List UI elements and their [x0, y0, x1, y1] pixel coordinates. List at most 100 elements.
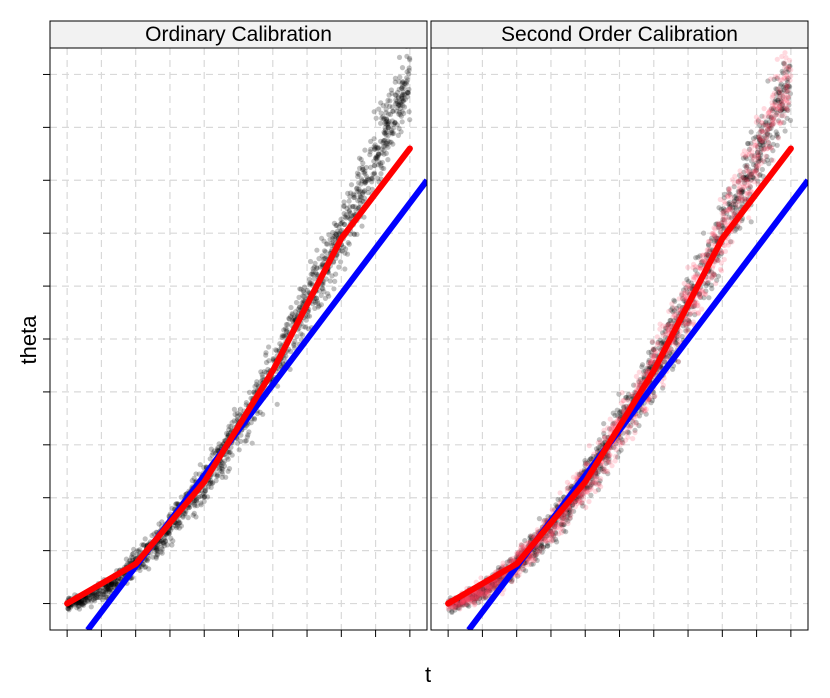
data-point [701, 230, 707, 236]
data-point [747, 172, 754, 178]
data-point [260, 374, 266, 380]
data-point [325, 291, 331, 297]
data-point [739, 189, 746, 195]
data-point [372, 162, 378, 169]
data-point [729, 203, 735, 209]
data-point [712, 238, 718, 244]
data-point [277, 341, 283, 347]
data-point [766, 144, 772, 150]
data-point [493, 579, 499, 585]
data-point [390, 141, 396, 147]
data-point [731, 184, 737, 190]
data-point [611, 420, 617, 426]
data-point [251, 415, 257, 421]
data-point [244, 434, 250, 440]
data-point [669, 305, 676, 311]
data-point [649, 397, 655, 403]
data-point [401, 92, 407, 98]
data-point [576, 495, 582, 501]
data-point [104, 584, 110, 590]
data-point [676, 333, 682, 339]
data-point [108, 581, 114, 587]
data-point [494, 579, 500, 585]
data-point [676, 339, 683, 345]
data-point [764, 131, 770, 137]
data-point [334, 222, 340, 228]
data-point [606, 456, 612, 462]
data-point [382, 142, 388, 148]
data-point [551, 524, 558, 530]
data-point [784, 66, 790, 72]
data-point [354, 189, 360, 195]
data-point [389, 104, 395, 110]
data-point [625, 398, 631, 404]
data-point [625, 391, 632, 398]
data-point [387, 98, 393, 104]
data-point [94, 594, 100, 600]
data-point [540, 545, 547, 551]
data-point [461, 599, 467, 605]
grid [431, 48, 808, 630]
data-point [68, 604, 74, 610]
data-point [786, 67, 792, 73]
data-point [279, 334, 285, 340]
data-point [731, 194, 738, 200]
data-point [103, 589, 109, 595]
data-point [456, 602, 462, 608]
data-point [641, 369, 647, 375]
data-point [96, 590, 102, 596]
data-point [248, 420, 254, 426]
data-point [249, 440, 255, 446]
data-point [586, 498, 592, 505]
data-point [783, 88, 789, 95]
data-point [660, 339, 666, 345]
data-point [336, 264, 342, 270]
data-point [472, 593, 478, 599]
data-point [375, 153, 381, 159]
data-point [314, 295, 320, 301]
data-point [288, 304, 294, 311]
data-point [742, 196, 748, 202]
data-point [559, 520, 566, 526]
data-point [314, 265, 320, 271]
data-point [137, 567, 143, 574]
data-point [100, 589, 106, 595]
data-point [458, 599, 464, 605]
data-point [697, 294, 703, 300]
data-point [733, 201, 739, 207]
data-point [779, 106, 785, 112]
data-point [315, 300, 321, 306]
data-point [368, 176, 374, 182]
data-point [372, 146, 378, 152]
data-point [520, 567, 527, 573]
data-point [633, 419, 639, 426]
data-point [683, 322, 689, 328]
data-point [705, 277, 712, 283]
data-point [115, 578, 121, 584]
data-point [159, 546, 165, 552]
data-point [123, 556, 129, 562]
data-point [766, 122, 772, 128]
data-point [755, 149, 761, 155]
data-point [193, 496, 200, 502]
data-point [227, 449, 233, 455]
data-point [787, 117, 794, 123]
data-point [530, 561, 536, 567]
data-point [774, 56, 780, 62]
data-point [714, 235, 720, 241]
data-point [209, 481, 215, 487]
data-point [784, 106, 790, 112]
data-point [201, 464, 207, 471]
data-point [758, 152, 764, 158]
data-point [618, 439, 624, 446]
data-point [592, 488, 599, 494]
data-point [480, 590, 486, 596]
data-point [404, 75, 410, 81]
data-point [749, 153, 755, 159]
data-point [778, 83, 784, 89]
data-point [782, 105, 788, 111]
data-point [516, 572, 522, 578]
data-point [784, 115, 790, 121]
data-point [726, 192, 732, 198]
data-point [544, 533, 550, 539]
